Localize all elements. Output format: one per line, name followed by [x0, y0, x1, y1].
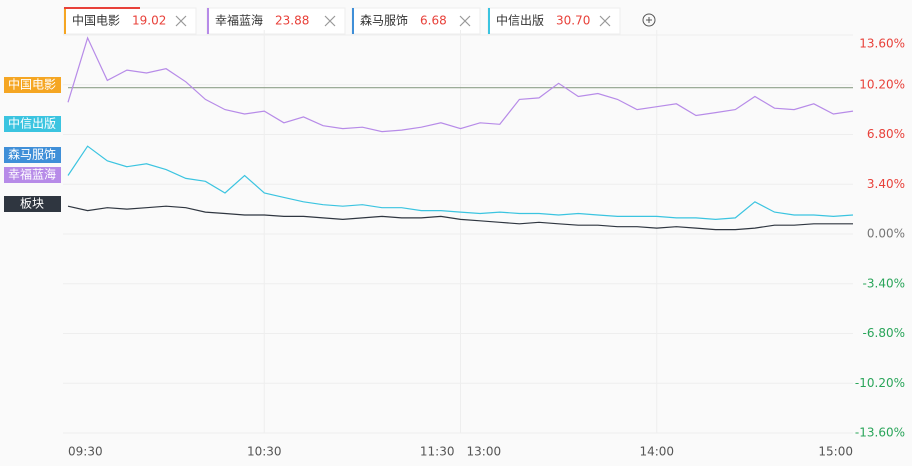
tab-price: 6.68: [420, 14, 447, 28]
tab[interactable]: [487, 7, 621, 35]
side-label: 中信出版: [8, 116, 56, 131]
y-tick-label: -10.20%: [855, 376, 905, 390]
side-label-bg: [4, 147, 61, 163]
y-tick-label: 0.00%: [867, 227, 905, 241]
tab-name: 幸福蓝海: [215, 13, 263, 28]
close-icon[interactable]: [175, 15, 187, 27]
side-label-bg: [4, 77, 61, 93]
y-tick-label: -13.60%: [855, 426, 905, 440]
y-tick-label: 10.20%: [859, 77, 905, 91]
y-tick-label: -3.40%: [863, 276, 905, 290]
tab-price: 30.70: [556, 14, 590, 28]
tab-color: [352, 8, 354, 34]
close-icon[interactable]: [459, 15, 471, 27]
x-tick-label: 15:00: [818, 445, 853, 459]
series-line: [67, 36, 854, 133]
x-tick-label: 09:30: [68, 445, 103, 459]
add-icon[interactable]: [642, 13, 656, 27]
close-icon[interactable]: [599, 15, 611, 27]
side-label-bg: [4, 167, 61, 183]
y-tick-label: 6.80%: [867, 127, 905, 141]
x-tick-label: 13:00: [467, 445, 502, 459]
side-label-bg: [4, 196, 61, 212]
tab-name: 中国电影: [72, 13, 120, 28]
side-label: 中国电影: [8, 77, 56, 92]
tab[interactable]: [206, 7, 346, 35]
tab-color: [64, 8, 66, 34]
tab-name: 森马服饰: [360, 13, 408, 28]
tab-color: [207, 8, 209, 34]
side-label: 板块: [20, 197, 44, 211]
tab-selected: [64, 7, 140, 9]
add-plus: [646, 17, 652, 23]
tab-price: 19.02: [132, 14, 166, 28]
series-line: [67, 205, 853, 231]
y-tick-label: -6.80%: [863, 326, 905, 340]
tab-price: 23.88: [275, 14, 309, 28]
side-label-bg: [4, 116, 61, 132]
tab-name: 中信出版: [496, 13, 544, 28]
y-tick-label: 3.40%: [867, 177, 905, 191]
tab[interactable]: [351, 7, 481, 35]
series-line: [67, 145, 854, 221]
side-label: 森马服饰: [8, 147, 56, 162]
x-tick-label: 10:30: [247, 445, 282, 459]
side-label: 幸福蓝海: [8, 167, 56, 182]
x-tick-label: 11:30: [420, 445, 455, 459]
close-icon[interactable]: [324, 15, 336, 27]
tab-color: [488, 8, 490, 34]
y-tick-label: 13.60%: [859, 37, 905, 51]
x-tick-label: 14:00: [639, 445, 674, 459]
tab[interactable]: [63, 7, 197, 35]
